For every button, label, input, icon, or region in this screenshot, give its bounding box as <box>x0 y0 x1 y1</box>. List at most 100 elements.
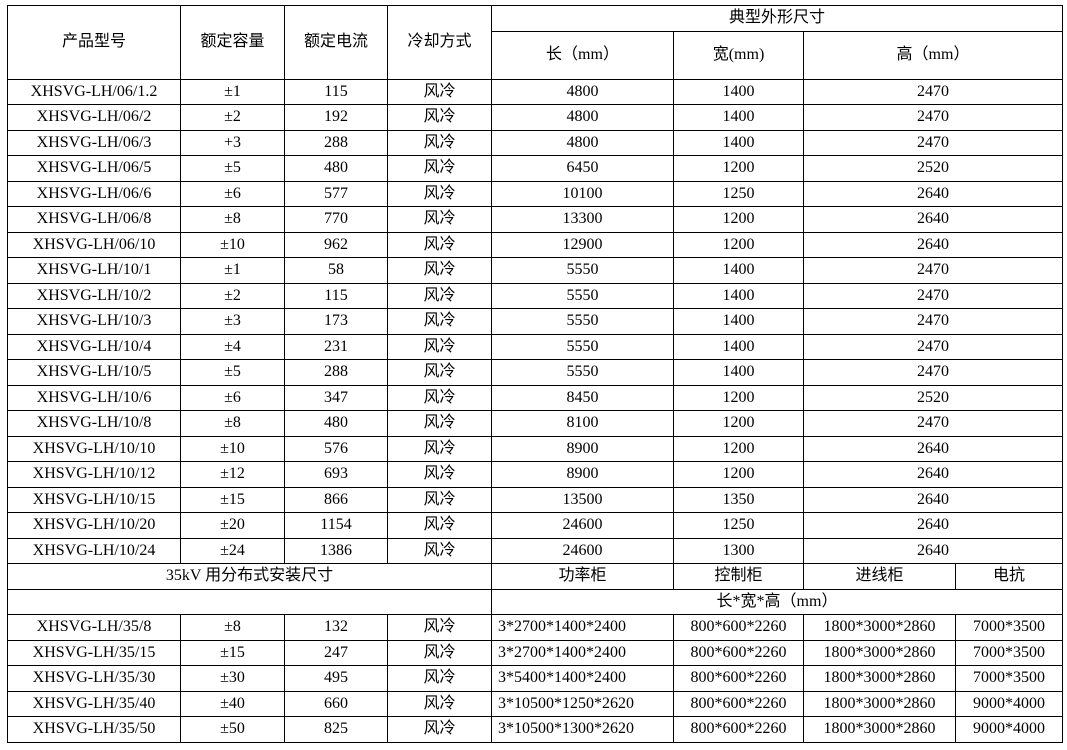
table-row: XHSVG-LH/06/5 ±5 480 风冷 6450 1200 2520 <box>7 155 1064 182</box>
section35-title: 35kV 用分布式安装尺寸 <box>7 563 492 590</box>
cell-length: 4800 <box>491 78 674 105</box>
cell-current: 495 <box>284 665 388 692</box>
cell-width: 1400 <box>673 78 804 105</box>
cell-model: XHSVG-LH/10/12 <box>7 461 181 488</box>
header-capacity: 额定容量 <box>180 5 285 80</box>
cell-capacity: ±5 <box>180 155 285 182</box>
table-row: XHSVG-LH/06/8 ±8 770 风冷 13300 1200 2640 <box>7 206 1064 233</box>
cell-current: 825 <box>284 716 388 743</box>
cell-model: XHSVG-LH/35/40 <box>7 690 181 717</box>
header-length: 长（mm） <box>491 30 674 80</box>
cell-cooling: 风冷 <box>387 512 492 539</box>
cell-cooling: 风冷 <box>387 614 492 641</box>
cell-control-cabinet: 800*600*2260 <box>673 690 804 717</box>
header-power-cabinet: 功率柜 <box>491 563 674 590</box>
cell-model: XHSVG-LH/10/2 <box>7 282 181 309</box>
cell-model: XHSVG-LH/10/10 <box>7 435 181 462</box>
cell-current: 660 <box>284 690 388 717</box>
cell-cooling: 风冷 <box>387 359 492 386</box>
cell-model: XHSVG-LH/10/1 <box>7 257 181 284</box>
cell-length: 24600 <box>491 537 674 564</box>
cell-length: 12900 <box>491 231 674 258</box>
cell-height: 2640 <box>802 461 1064 488</box>
cell-width: 1200 <box>673 461 804 488</box>
cell-current: 866 <box>284 486 388 513</box>
cell-current: 576 <box>284 435 388 462</box>
cell-height: 2640 <box>802 486 1064 513</box>
cell-width: 1200 <box>673 155 804 182</box>
cell-model: XHSVG-LH/35/30 <box>7 665 181 692</box>
cell-width: 1350 <box>673 486 804 513</box>
cell-height: 2470 <box>802 359 1064 386</box>
cell-cooling: 风冷 <box>387 129 492 156</box>
cell-length: 8900 <box>491 435 674 462</box>
table-row: XHSVG-LH/06/6 ±6 577 风冷 10100 1250 2640 <box>7 180 1064 207</box>
table-row: XHSVG-LH/10/4 ±4 231 风冷 5550 1400 2470 <box>7 333 1064 360</box>
table-row: XHSVG-LH/35/40 ±40 660 风冷 3*10500*1250*2620 8… <box>7 690 1064 717</box>
header-height: 高（mm） <box>802 30 1064 80</box>
cell-width: 1400 <box>673 282 804 309</box>
cell-width: 1400 <box>673 104 804 131</box>
cell-current: 231 <box>284 333 388 360</box>
cell-height: 2640 <box>802 231 1064 258</box>
cell-capacity: ±2 <box>180 282 285 309</box>
cell-model: XHSVG-LH/06/3 <box>7 129 181 156</box>
cell-model: XHSVG-LH/06/8 <box>7 206 181 233</box>
cell-cooling: 风冷 <box>387 282 492 309</box>
cell-incoming-cabinet: 1800*3000*2860 <box>803 665 956 692</box>
cell-width: 1200 <box>673 231 804 258</box>
table-row: XHSVG-LH/06/2 ±2 192 风冷 4800 1400 2470 <box>7 104 1064 131</box>
cell-power-cabinet: 3*5400*1400*2400 <box>491 665 674 692</box>
cell-model: XHSVG-LH/06/10 <box>7 231 181 258</box>
cell-width: 1200 <box>673 384 804 411</box>
svg-spec-table: 产品型号 额定容量 额定电流 冷却方式 典型外形尺寸 长（mm） 宽(mm) 高… <box>7 5 1064 743</box>
table-row: XHSVG-LH/06/10 ±10 962 风冷 12900 1200 2640 <box>7 231 1064 258</box>
table-row: XHSVG-LH/10/2 ±2 115 风冷 5550 1400 2470 <box>7 282 1064 309</box>
cell-model: XHSVG-LH/10/15 <box>7 486 181 513</box>
cell-width: 1200 <box>673 206 804 233</box>
header-current: 额定电流 <box>284 5 388 80</box>
cell-control-cabinet: 800*600*2260 <box>673 639 804 666</box>
table-row: XHSVG-LH/35/30 ±30 495 风冷 3*5400*1400*2400 80… <box>7 665 1064 692</box>
cell-width: 1400 <box>673 359 804 386</box>
cell-current: 288 <box>284 129 388 156</box>
cell-capacity: ±8 <box>180 206 285 233</box>
dims-label: 长*宽*高（mm） <box>490 588 1064 615</box>
cell-width: 1200 <box>673 435 804 462</box>
table-row: XHSVG-LH/10/10 ±10 576 风冷 8900 1200 2640 <box>7 435 1064 462</box>
cell-cooling: 风冷 <box>387 180 492 207</box>
cell-model: XHSVG-LH/10/24 <box>7 537 181 564</box>
cell-height: 2470 <box>802 129 1064 156</box>
cell-length: 6450 <box>491 155 674 182</box>
cell-model: XHSVG-LH/06/5 <box>7 155 181 182</box>
cell-reactor: 7000*3500 <box>954 614 1064 641</box>
cell-model: XHSVG-LH/35/15 <box>7 639 181 666</box>
cell-height: 2520 <box>802 384 1064 411</box>
cell-model: XHSVG-LH/06/1.2 <box>7 78 181 105</box>
cell-current: 115 <box>284 78 388 105</box>
table-row: XHSVG-LH/10/24 ±24 1386 风冷 24600 1300 2640 <box>7 537 1064 564</box>
cell-length: 13500 <box>491 486 674 513</box>
cell-reactor: 7000*3500 <box>954 665 1064 692</box>
cell-cooling: 风冷 <box>387 716 492 743</box>
cell-length: 5550 <box>491 308 674 335</box>
cell-width: 1400 <box>673 333 804 360</box>
table-row: XHSVG-LH/10/12 ±12 693 风冷 8900 1200 2640 <box>7 461 1064 488</box>
cell-length: 5550 <box>491 359 674 386</box>
cell-height: 2640 <box>802 435 1064 462</box>
header-dimensions: 典型外形尺寸 <box>490 5 1064 32</box>
cell-capacity: ±40 <box>180 690 285 717</box>
cell-model: XHSVG-LH/10/4 <box>7 333 181 360</box>
cell-capacity: ±6 <box>180 180 285 207</box>
table-row: XHSVG-LH/35/8 ±8 132 风冷 3*2700*1400*2400 800*… <box>7 614 1064 641</box>
cell-incoming-cabinet: 1800*3000*2860 <box>803 614 956 641</box>
cell-height: 2470 <box>802 333 1064 360</box>
cell-current: 288 <box>284 359 388 386</box>
cell-capacity: ±1 <box>180 78 285 105</box>
table-row: XHSVG-LH/10/1 ±1 58 风冷 5550 1400 2470 <box>7 257 1064 284</box>
table-row: XHSVG-LH/10/3 ±3 173 风冷 5550 1400 2470 <box>7 308 1064 335</box>
cell-current: 480 <box>284 410 388 437</box>
cell-height: 2520 <box>802 155 1064 182</box>
cell-height: 2640 <box>802 206 1064 233</box>
cell-model: XHSVG-LH/06/2 <box>7 104 181 131</box>
